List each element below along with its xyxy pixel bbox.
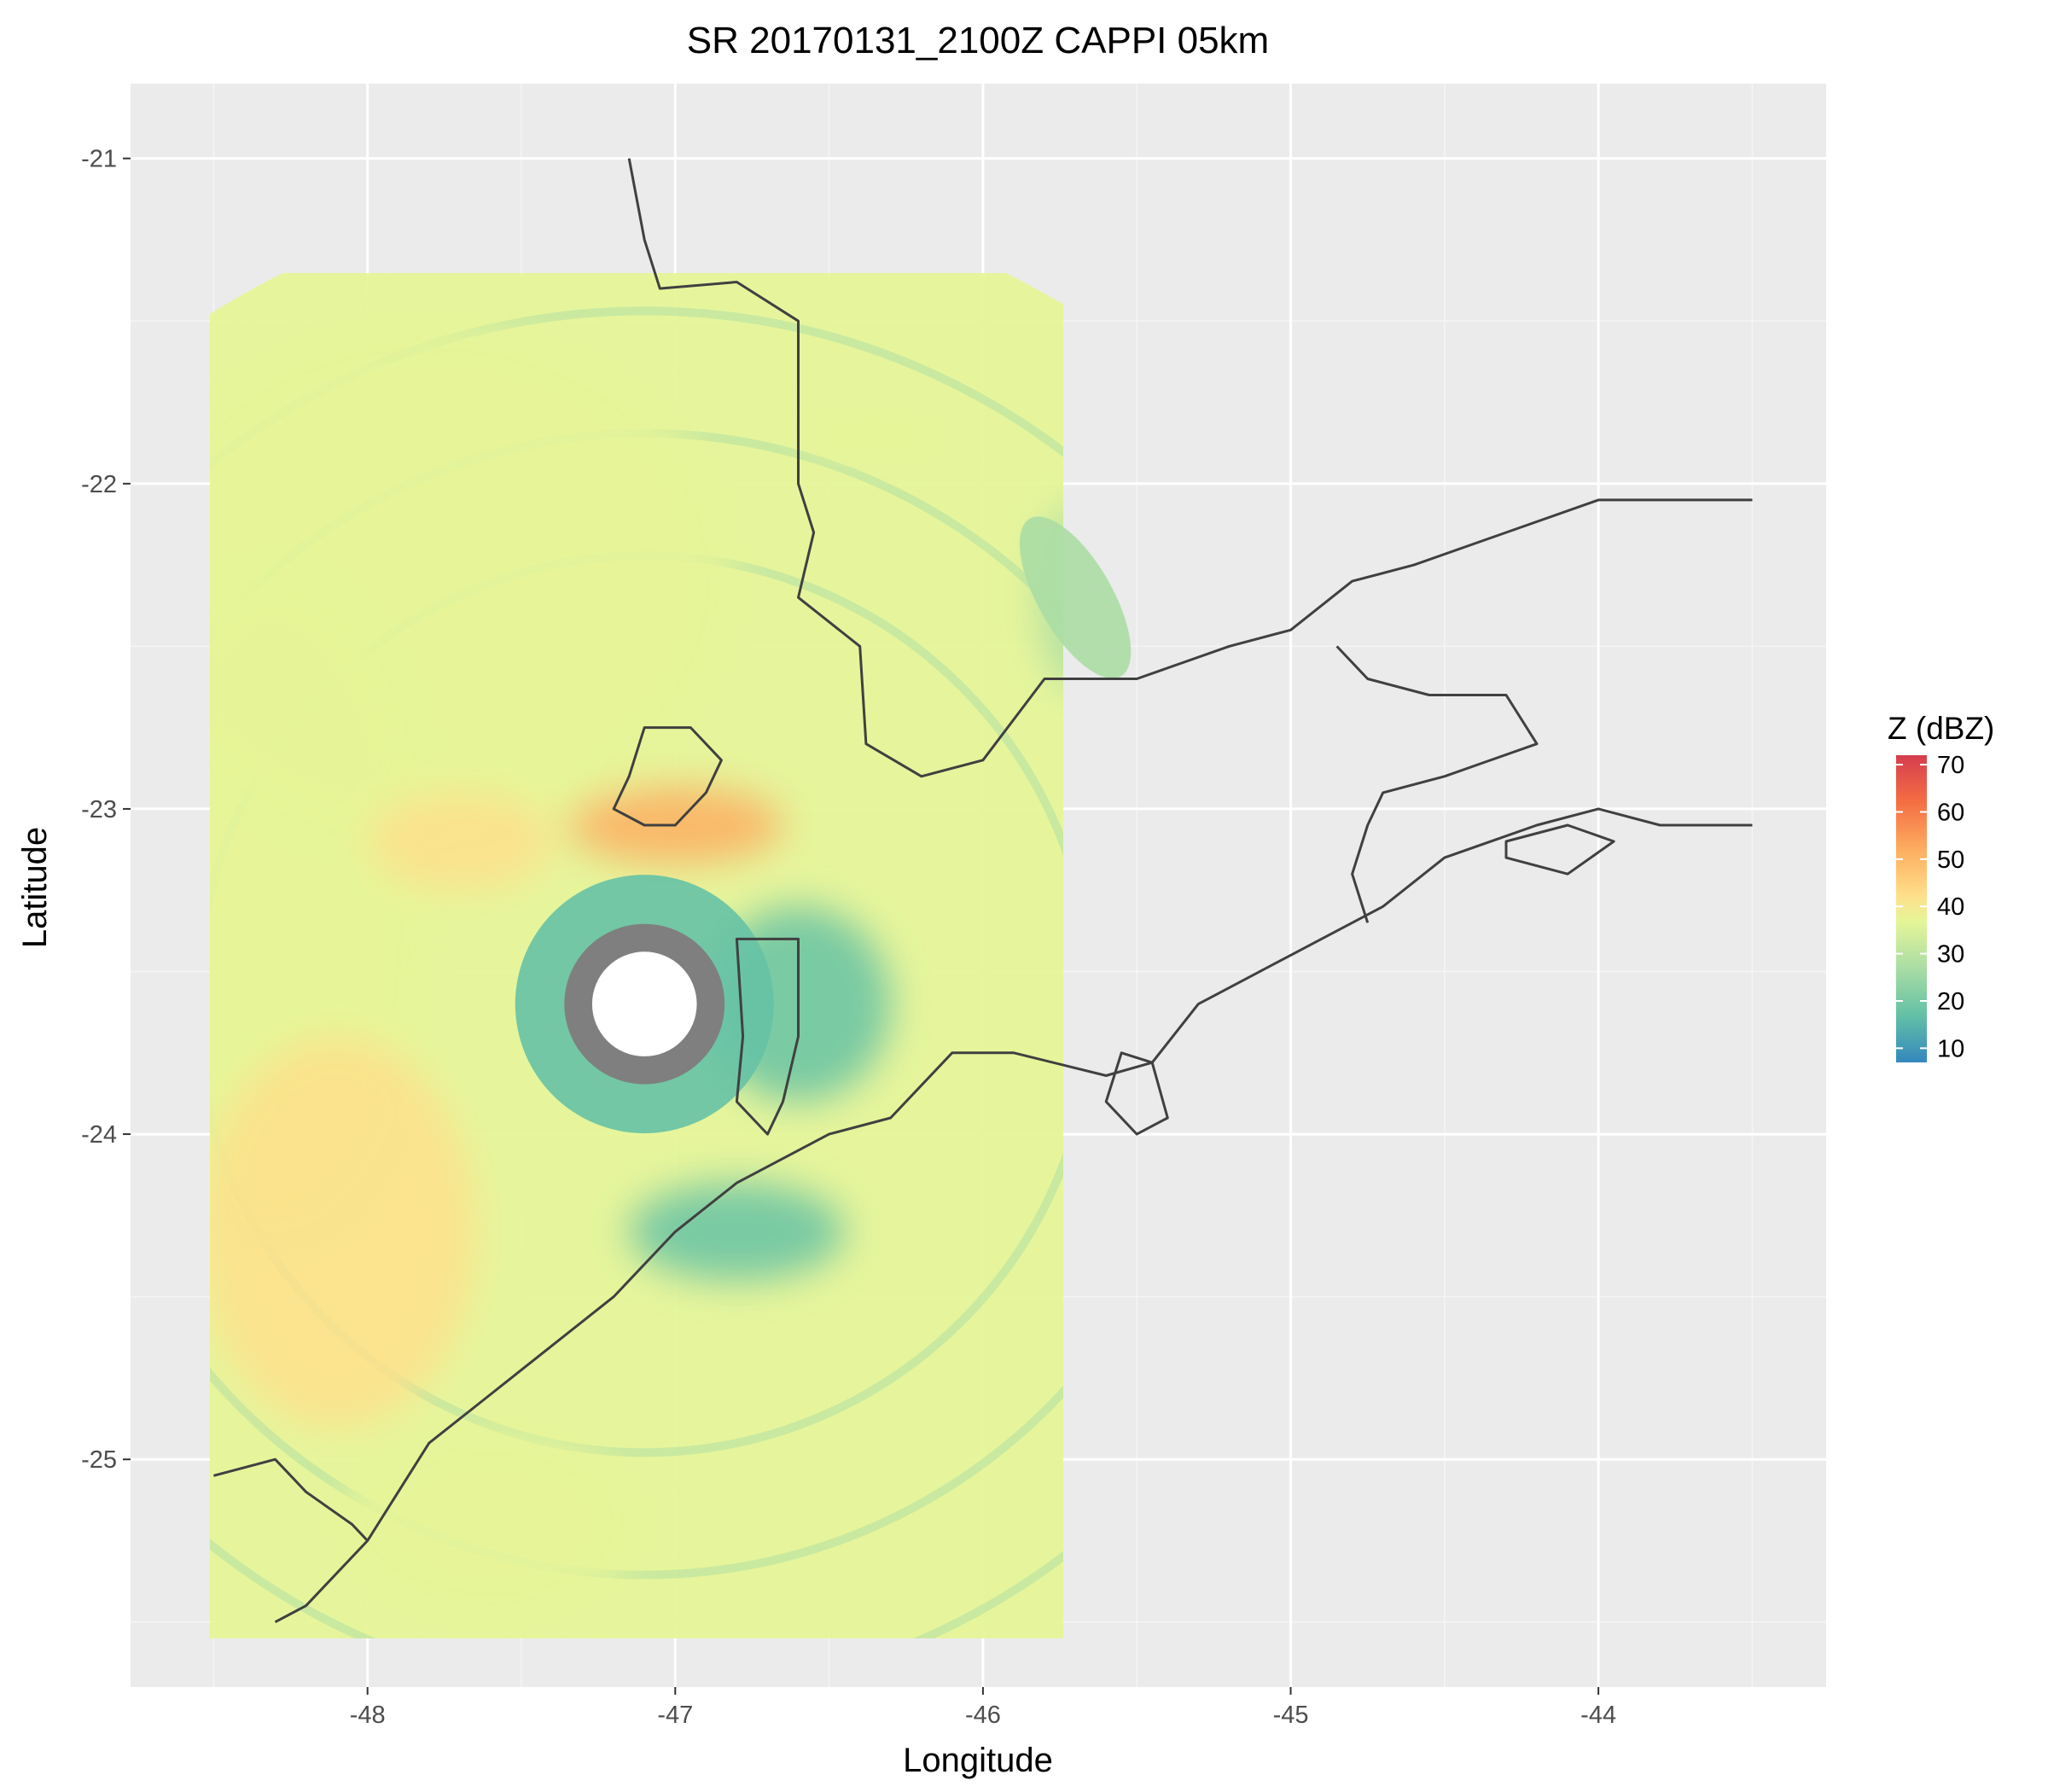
x-tick-label: -46	[965, 1702, 1001, 1729]
radar-site-no-data-zone	[515, 875, 774, 1134]
y-tick-label: -25	[81, 1446, 117, 1474]
x-tick-label: -44	[1580, 1702, 1616, 1729]
y-tick-label: -23	[81, 796, 117, 823]
x-tick-label: -47	[657, 1702, 693, 1729]
echo-cell	[629, 1183, 845, 1281]
remote-echo-cell	[1019, 516, 1132, 679]
island-outline	[1104, 1051, 1169, 1136]
island-outline	[1504, 823, 1615, 876]
x-axis-title: Longitude	[903, 1742, 1053, 1779]
county-outline	[735, 937, 800, 1136]
x-tick-label: -48	[350, 1702, 386, 1729]
chart-title: SR 20170131_2100Z CAPPI 05km	[687, 20, 1269, 61]
state-border-rj	[1335, 645, 1539, 923]
legend-title: Z (dBZ)	[1888, 711, 1994, 746]
legend-tick-label: 50	[1937, 847, 1964, 874]
echo-cell	[210, 1036, 475, 1428]
county-outline	[612, 726, 723, 827]
legend-tick-label: 60	[1937, 799, 1964, 826]
legend-tick-label: 70	[1937, 752, 1964, 779]
legend-colorbar	[1896, 755, 1927, 1062]
radar-reflectivity-layer	[210, 273, 1132, 1638]
remote-echo-cell	[800, 410, 951, 460]
legend-tick-label: 10	[1937, 1035, 1964, 1062]
state-and-coast-outlines	[213, 158, 1753, 1624]
remote-echo-cells	[800, 410, 1132, 679]
color-legend: Z (dBZ) 70 60 50 40 30 20 10	[1888, 711, 1994, 1062]
state-border-south	[213, 1457, 369, 1542]
y-tick-label: -21	[81, 146, 117, 173]
legend-tick-label: 20	[1937, 988, 1964, 1015]
radar-range-ring	[210, 306, 1063, 1638]
coastline	[274, 807, 1753, 1624]
state-border-north	[627, 158, 1753, 778]
y-axis-title: Latitude	[16, 827, 54, 948]
y-tick-label: -22	[81, 471, 117, 498]
y-tick-label: -24	[81, 1121, 117, 1149]
x-axis: -48 -47 -46 -45 -44	[350, 1687, 1616, 1729]
x-tick-label: -45	[1273, 1702, 1309, 1729]
legend-tick-label: 40	[1937, 893, 1964, 921]
echo-cell	[336, 1427, 645, 1622]
cone-of-silence	[591, 951, 697, 1056]
legend-ticks: 70 60 50 40 30 20 10	[1896, 752, 1964, 1062]
y-axis: -21 -22 -23 -24 -25	[81, 146, 131, 1474]
echo-cell	[367, 792, 553, 891]
legend-tick-label: 30	[1937, 941, 1964, 969]
